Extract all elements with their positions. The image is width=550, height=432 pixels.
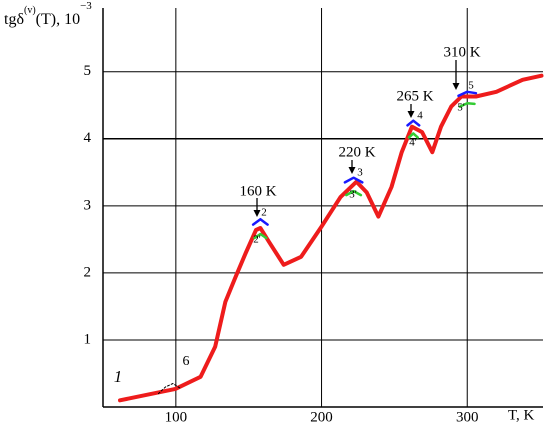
annotation: 265 K — [396, 88, 433, 104]
annotation: 3 — [357, 167, 363, 179]
annotation: 3' — [349, 189, 357, 201]
annotation: 220 K — [338, 144, 375, 160]
arrow-head — [253, 210, 261, 217]
annotation: 160 K — [239, 183, 276, 199]
y-tick-label: 1 — [84, 331, 92, 347]
annotation: 310 K — [443, 44, 480, 60]
annotation: 4' — [409, 137, 417, 149]
y-tick-label: 4 — [84, 130, 92, 146]
y-tick-label: 2 — [84, 264, 92, 280]
data-line — [251, 90, 478, 226]
y-tick-label: 3 — [84, 197, 92, 213]
annotation: 4 — [417, 110, 423, 122]
data-line — [157, 383, 181, 395]
annotation: 1 — [114, 367, 123, 386]
annotation: 5' — [457, 102, 465, 114]
x-tick-label: 100 — [165, 409, 188, 425]
annotation: 6 — [183, 354, 190, 369]
x-tick-label: 200 — [310, 409, 333, 425]
y-label-part: (v) — [24, 5, 36, 16]
data-line — [118, 73, 544, 403]
x-tick-label: 300 — [456, 409, 479, 425]
annotation: 2' — [253, 234, 261, 246]
y-label-part: −3 — [80, 0, 92, 12]
arrow-head — [348, 167, 356, 174]
annotation: 5 — [468, 80, 474, 92]
y-axis-label: tgδ(v)(T), 10−3 — [4, 0, 92, 28]
data-line — [253, 101, 476, 240]
y-label-part: tgδ — [4, 11, 24, 28]
arrow-head — [452, 83, 460, 90]
annotation: 2 — [261, 207, 267, 219]
arrow-head — [407, 111, 415, 118]
x-axis-label: T, K — [508, 407, 535, 423]
y-label-part: (T), 10 — [36, 11, 80, 28]
y-tick-label: 5 — [84, 63, 92, 79]
